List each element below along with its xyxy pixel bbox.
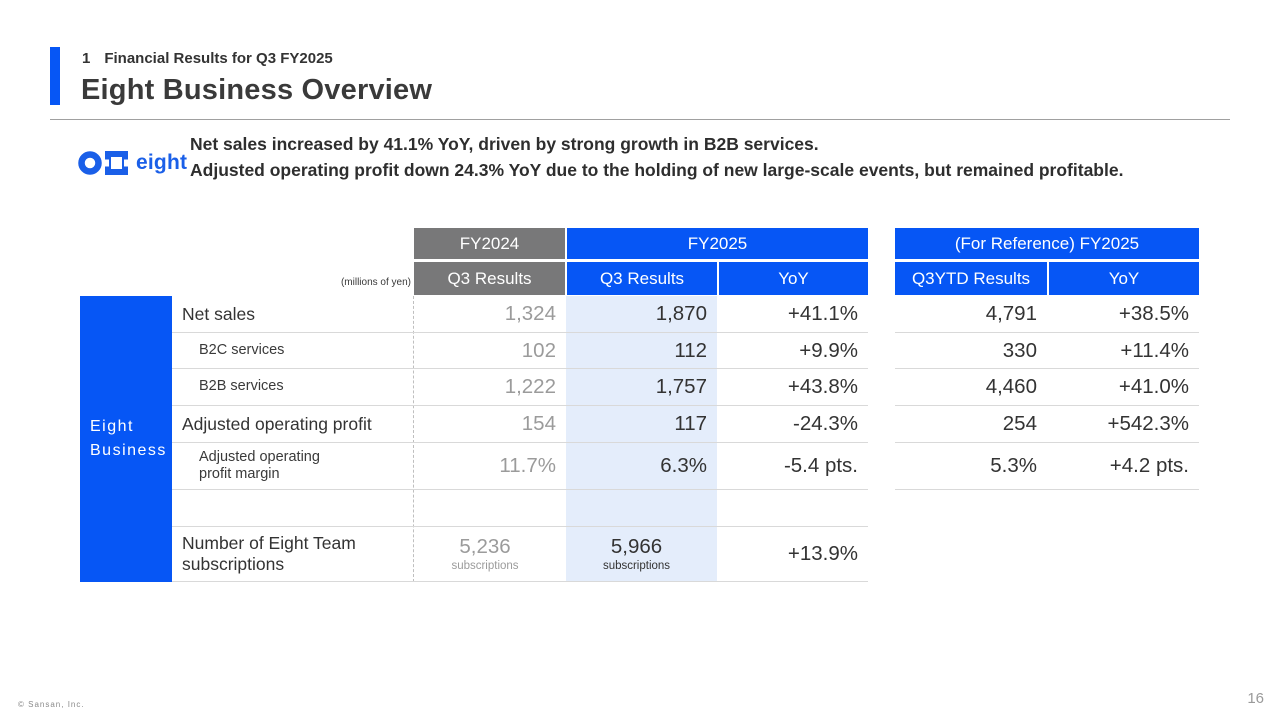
header-reference-fy2025: (For Reference) FY2025 — [895, 228, 1199, 259]
cell-yoy: +13.9% — [717, 527, 868, 582]
cell-fy2024-q3: 1,222 — [414, 369, 566, 406]
eight-logo: eight — [78, 148, 187, 178]
row-label: Adjusted operating profit — [172, 406, 414, 443]
units-note: (millions of yen) — [340, 277, 411, 288]
key-message: Net sales increased by 41.1% YoY, driven… — [190, 133, 1123, 185]
section-label: Financial Results for Q3 FY2025 — [104, 50, 333, 67]
page-number: 16 — [1247, 690, 1264, 707]
cell-fy2024-q3: 5,236 subscriptions — [414, 527, 566, 582]
header-yoy-reference: YoY — [1049, 262, 1199, 295]
title-divider — [50, 119, 1230, 120]
cell-yoy-reference: +542.3% — [1047, 406, 1199, 443]
cell-fy2024-q3: 154 — [414, 406, 566, 443]
table-gap — [868, 296, 895, 333]
title-accent-bar — [50, 47, 60, 105]
header-q3-results-fy2024: Q3 Results — [414, 262, 565, 295]
cell-fy2024-q3: 11.7% — [414, 443, 566, 490]
row-label: Adjusted operating profit margin — [172, 443, 414, 490]
cell-yoy: +9.9% — [717, 333, 868, 369]
cell-fy2025-q3: 6.3% — [566, 443, 717, 490]
row-label: Net sales — [172, 296, 414, 333]
table-gap — [868, 406, 895, 443]
table-row-net-sales: Net sales 1,324 1,870 +41.1% 4,791 +38.5… — [172, 296, 1199, 333]
header-q3ytd-results: Q3YTD Results — [895, 262, 1047, 295]
header-yoy: YoY — [719, 262, 868, 295]
cell-q3ytd: 4,791 — [895, 296, 1047, 333]
header-fy2025: FY2025 — [567, 228, 868, 259]
cell-fy2025-q3: 1,870 — [566, 296, 717, 333]
cell-q3ytd: 4,460 — [895, 369, 1047, 406]
spacer-cell — [566, 490, 717, 527]
segment-label: Eight Business — [90, 418, 167, 459]
cell-yoy-reference: +41.0% — [1047, 369, 1199, 406]
segment-label-block: Eight Business — [80, 296, 172, 582]
row-label: Number of Eight Team subscriptions — [172, 527, 414, 582]
spacer-cell — [717, 490, 868, 527]
subscriptions-fy2025-unit: subscriptions — [602, 559, 671, 572]
table-row-b2c-services: B2C services 102 112 +9.9% 330 +11.4% — [172, 333, 1199, 369]
key-message-line1: Net sales increased by 41.1% YoY, driven… — [190, 134, 819, 154]
cell-yoy: -24.3% — [717, 406, 868, 443]
key-message-line2: Adjusted operating profit down 24.3% YoY… — [190, 159, 1124, 180]
cell-yoy: -5.4 pts. — [717, 443, 868, 490]
cell-fy2024-q3: 1,324 — [414, 296, 566, 333]
subscriptions-fy2024-unit: subscriptions — [451, 559, 519, 572]
cell-fy2025-q3: 112 — [566, 333, 717, 369]
table-row-spacer — [172, 490, 868, 527]
label-column-divider — [413, 296, 414, 582]
cell-fy2025-q3: 1,757 — [566, 369, 717, 406]
cell-fy2025-q3: 117 — [566, 406, 717, 443]
copyright: © Sansan, Inc. — [18, 700, 85, 709]
cell-yoy: +41.1% — [717, 296, 868, 333]
cell-fy2024-q3: 102 — [414, 333, 566, 369]
cell-q3ytd: 330 — [895, 333, 1047, 369]
cell-yoy: +43.8% — [717, 369, 868, 406]
table-row-eight-team-subscriptions: Number of Eight Team subscriptions 5,236… — [172, 527, 868, 582]
subscriptions-fy2024-value: 5,236 — [459, 535, 511, 559]
cell-yoy-reference: +11.4% — [1047, 333, 1199, 369]
eight-logo-wordmark: eight — [136, 151, 188, 174]
cell-yoy-reference: +4.2 pts. — [1047, 443, 1199, 490]
table-row-adjusted-operating-profit: Adjusted operating profit 154 117 -24.3%… — [172, 406, 1199, 443]
section-number: 1 — [82, 50, 91, 67]
cell-fy2025-q3: 5,966 subscriptions — [566, 527, 717, 582]
row-label: B2B services — [172, 369, 414, 406]
table-gap — [868, 443, 895, 490]
eight-logo-icon — [78, 151, 130, 175]
cell-q3ytd: 254 — [895, 406, 1047, 443]
table-row-b2b-services: B2B services 1,222 1,757 +43.8% 4,460 +4… — [172, 369, 1199, 406]
row-label: B2C services — [172, 333, 414, 369]
fy2025-highlight-column — [566, 296, 717, 582]
cell-q3ytd: 5.3% — [895, 443, 1047, 490]
cell-yoy-reference: +38.5% — [1047, 296, 1199, 333]
spacer-cell — [172, 490, 414, 527]
subscriptions-fy2025-value: 5,966 — [610, 535, 663, 559]
page-title: Eight Business Overview — [81, 74, 433, 106]
section-eyebrow: 1 Financial Results for Q3 FY2025 — [82, 50, 333, 67]
spacer-cell — [414, 490, 566, 527]
header-q3-results-fy2025: Q3 Results — [567, 262, 717, 295]
table-row-adjusted-operating-profit-margin: Adjusted operating profit margin 11.7% 6… — [172, 443, 1199, 490]
table-gap — [868, 333, 895, 369]
header-fy2024: FY2024 — [414, 228, 565, 259]
table-gap — [868, 369, 895, 406]
